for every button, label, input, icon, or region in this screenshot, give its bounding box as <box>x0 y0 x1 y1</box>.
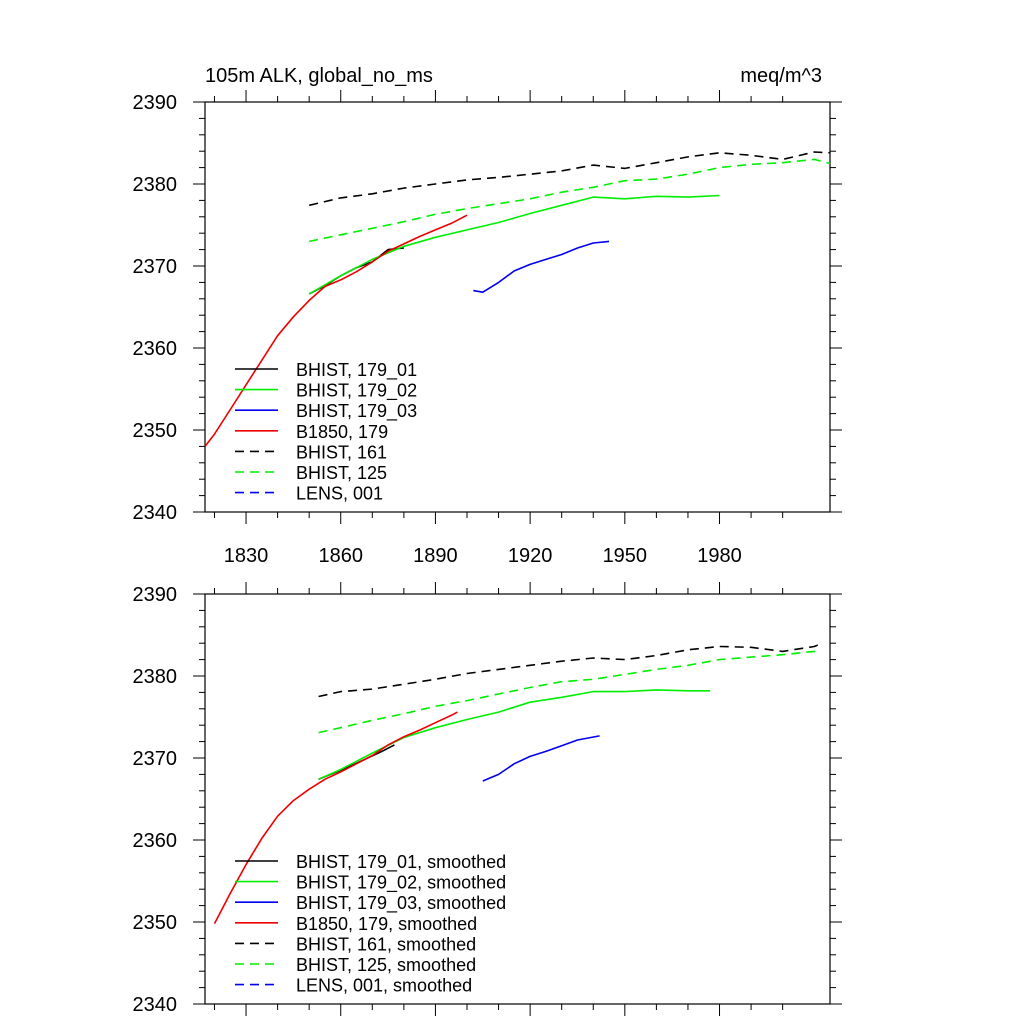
x-tick-label: 1830 <box>224 545 269 567</box>
y-tick-label: 2350 <box>133 912 178 934</box>
y-tick-label: 2370 <box>133 256 178 278</box>
legend-label-6: LENS, 001, smoothed <box>296 976 472 996</box>
chart-title: 105m ALK, global_no_ms <box>205 65 433 87</box>
y-tick-label: 2390 <box>133 92 178 114</box>
series-line-4 <box>309 151 831 207</box>
top-panel: 1830 1860 1890 1920 1950 1980 2340 2350 2360 2370… <box>133 65 842 567</box>
y-tick-label: 2380 <box>133 174 178 196</box>
plot-frame <box>204 593 831 1005</box>
x-tick-label: 1860 <box>318 545 363 567</box>
series-line-1 <box>318 689 711 781</box>
legend-label-4: BHIST, 161 <box>296 442 387 462</box>
series-line-4 <box>318 643 821 698</box>
legend-label-2: BHIST, 179_03 <box>296 401 417 422</box>
legend-label-5: BHIST, 125 <box>296 463 387 483</box>
y-tick-label: 2340 <box>133 994 178 1016</box>
x-tick-label: 1950 <box>603 545 648 567</box>
legend-label-1: BHIST, 179_02, smoothed <box>296 873 506 894</box>
y-tick-label: 2350 <box>133 420 178 442</box>
plot-frame <box>204 101 831 513</box>
series-line-5 <box>309 158 831 243</box>
legend-label-3: B1850, 179 <box>296 422 388 442</box>
x-tick-label: 1920 <box>508 545 553 567</box>
y-tick-label: 2390 <box>133 584 178 606</box>
y-tick-label: 2340 <box>133 502 178 524</box>
legend-label-3: B1850, 179, smoothed <box>296 914 477 934</box>
bottom-panel: 2340 2350 2360 2370 2380 2390 BHIST, 179_01, s… <box>133 582 842 1016</box>
legend-label-6: LENS, 001 <box>296 484 383 504</box>
legend-label-2: BHIST, 179_03, smoothed <box>296 893 506 914</box>
series-line-1 <box>308 194 720 295</box>
legend-label-4: BHIST, 161, smoothed <box>296 934 476 954</box>
series-line-5 <box>318 650 821 734</box>
legend-label-1: BHIST, 179_02 <box>296 381 417 402</box>
series-line-2 <box>482 735 600 782</box>
legend-label-0: BHIST, 179_01, smoothed <box>296 852 506 873</box>
x-tick-label: 1890 <box>413 545 458 567</box>
series-line-3 <box>213 711 458 924</box>
y-tick-label: 2360 <box>133 338 178 360</box>
x-tick-label: 1980 <box>697 545 742 567</box>
chart-units: meq/m^3 <box>740 65 822 87</box>
series-line-2 <box>473 240 610 294</box>
y-tick-label: 2360 <box>133 830 178 852</box>
legend-label-0: BHIST, 179_01 <box>296 360 417 381</box>
y-tick-label: 2380 <box>133 666 178 688</box>
legend-label-5: BHIST, 125, smoothed <box>296 955 476 975</box>
y-tick-label: 2370 <box>133 748 178 770</box>
